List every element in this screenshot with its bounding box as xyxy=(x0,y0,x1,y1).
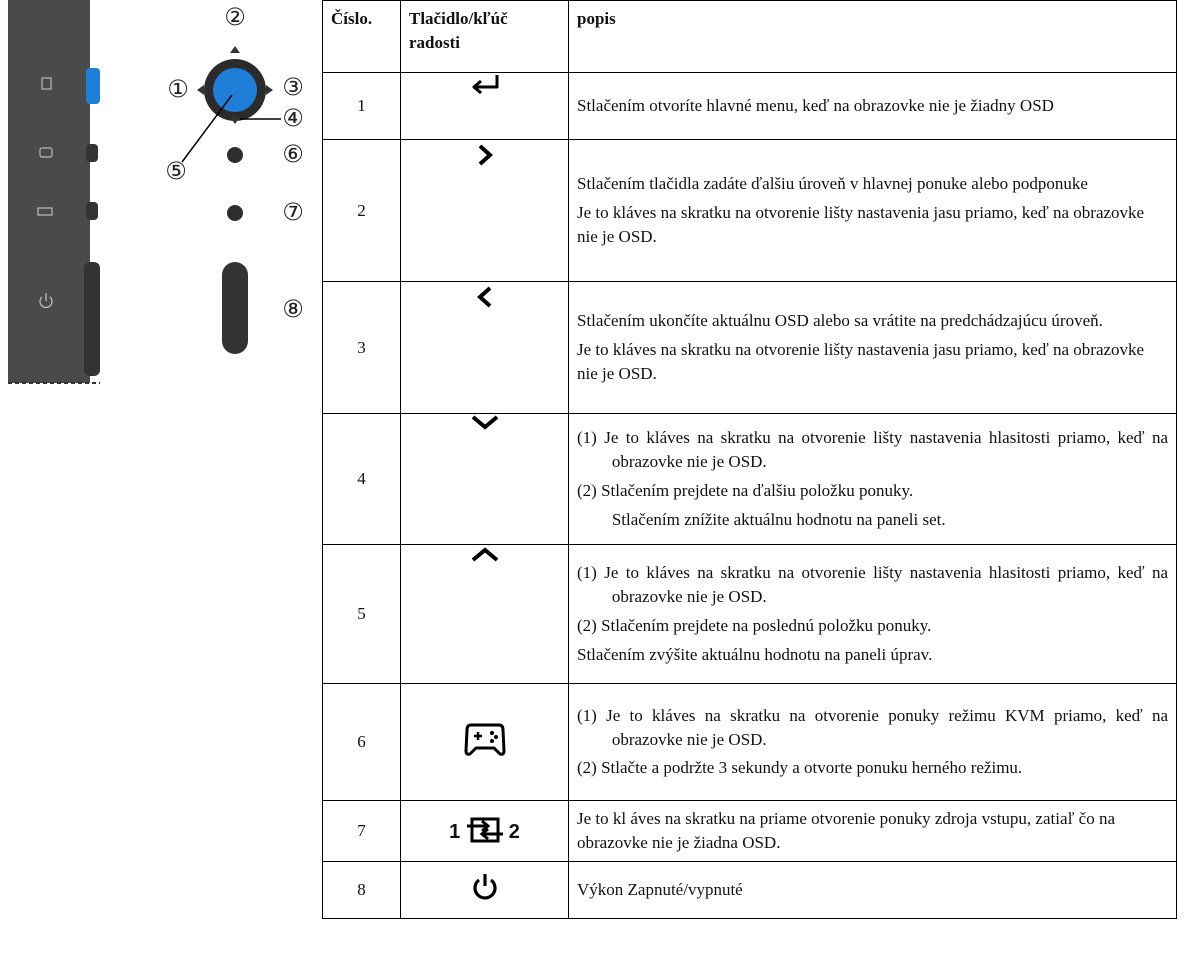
row: 5 (1) Je to kláves na skratku na otvoren… xyxy=(322,544,1177,684)
row: 3 Stlačením ukončíte aktuálnu OSD alebo … xyxy=(322,281,1177,414)
callout: ⑤ xyxy=(165,157,187,185)
power-button xyxy=(222,262,248,354)
text: Stlačením ukončíte aktuálnu OSD alebo sa… xyxy=(577,311,1103,331)
side-button-power xyxy=(84,262,100,376)
input-label: 2 xyxy=(508,820,520,843)
side-button-joystick xyxy=(86,68,100,104)
callout: ④ xyxy=(282,104,304,132)
icon-cell xyxy=(400,413,569,545)
header-cell: Číslo. xyxy=(322,0,401,73)
row: 1 Stlačením otvoríte hlavné menu, keď na… xyxy=(322,72,1177,140)
header-row: Číslo. Tlačidlo/kľúč radosti popis xyxy=(322,0,1177,73)
text: (2) Stlačením prejdete na poslednú polož… xyxy=(577,616,932,635)
icon-cell: 1 2 xyxy=(400,800,569,862)
callout: ③ xyxy=(282,73,304,101)
row: 6 (1) Je to kláves na skratku na otvoren… xyxy=(322,683,1177,801)
number: 3 xyxy=(322,281,401,414)
number: 5 xyxy=(322,544,401,684)
callout: ⑥ xyxy=(282,140,304,168)
text: Je to kláves na skratku na otvorenie liš… xyxy=(577,203,1145,246)
callout: ⑦ xyxy=(282,198,304,226)
number: 6 xyxy=(322,683,401,801)
arrow-up xyxy=(230,46,240,53)
input-switch-icon xyxy=(466,817,503,843)
joystick xyxy=(213,68,257,112)
description: (1) Je to kláves na skratku na otvorenie… xyxy=(568,544,1177,684)
left-icon xyxy=(476,286,491,308)
power-icon xyxy=(472,874,497,900)
menu-icon xyxy=(41,77,52,90)
row: 8 Výkon Zapnuté/vypnuté xyxy=(322,860,1177,919)
side-button xyxy=(86,202,98,220)
enter-icon xyxy=(472,75,498,95)
description: (1) Je to kláves na skratku na otvorenie… xyxy=(568,413,1177,545)
arrow-right xyxy=(266,85,273,95)
gamepad-icon xyxy=(464,723,505,756)
icon-cell xyxy=(400,544,569,684)
number: 8 xyxy=(322,860,401,919)
description: Výkon Zapnuté/vypnuté xyxy=(568,860,1177,919)
text: (1) Je to kláves na skratku na otvorenie… xyxy=(577,705,1168,749)
text: Stlačením znížite aktuálnu hodnotu na pa… xyxy=(611,509,946,529)
description: Je to kl áves na skratku na priame otvor… xyxy=(568,800,1177,862)
arrow-left xyxy=(197,85,204,95)
button-dot xyxy=(227,147,243,163)
input-icon xyxy=(37,207,53,216)
number: 1 xyxy=(322,72,401,140)
description: (1) Je to kláves na skratku na otvorenie… xyxy=(568,683,1177,801)
text: Výkon Zapnuté/vypnuté xyxy=(577,879,743,899)
icon-cell xyxy=(400,683,569,801)
number: 7 xyxy=(322,800,401,862)
icon-cell xyxy=(400,281,569,414)
up-icon xyxy=(471,547,498,562)
text: (1) Je to kláves na skratku na otvorenie… xyxy=(577,563,1168,607)
power-icon xyxy=(39,293,53,309)
button-illustration: ① ② ③ ④ ⑤ ⑥ ⑦ ⑧ xyxy=(8,0,304,384)
callout: ② xyxy=(224,3,246,31)
game-icon xyxy=(39,147,53,158)
number: 2 xyxy=(322,139,401,282)
header-cell: popis xyxy=(568,0,1177,73)
text: (2) Stlačte a podržte 3 sekundy a otvort… xyxy=(577,758,1023,778)
button-dot xyxy=(227,205,243,221)
text: Stlačením zvýšite aktuálnu hodnotu na pa… xyxy=(577,644,933,664)
text: Je to kláves na skratku na otvorenie liš… xyxy=(577,340,1145,383)
icon-cell xyxy=(400,860,569,919)
row: 7 1 2 Je to kl áves na skratku na priame… xyxy=(322,800,1177,862)
icon-cell xyxy=(400,72,569,140)
text: Stlačením otvoríte hlavné menu, keď na o… xyxy=(577,96,1054,116)
side-button xyxy=(86,144,98,162)
row: 4 (1) Je to kláves na skratku na otvoren… xyxy=(322,413,1177,545)
leader-line xyxy=(181,94,233,163)
down-icon xyxy=(471,415,498,430)
monitor-panel xyxy=(8,0,90,383)
input-label: 1 xyxy=(449,820,461,843)
number: 4 xyxy=(322,413,401,545)
header-cell: Tlačidlo/kľúč radosti xyxy=(400,0,569,73)
row: 2 Stlačením tlačidla zadáte ďalšiu úrove… xyxy=(322,139,1177,282)
text: Je to kl áves na skratku na priame otvor… xyxy=(577,809,1115,852)
text: Stlačením tlačidla zadáte ďalšiu úroveň … xyxy=(577,174,1088,194)
description: Stlačením tlačidla zadáte ďalšiu úroveň … xyxy=(568,139,1177,282)
description: Stlačením otvoríte hlavné menu, keď na o… xyxy=(568,72,1177,140)
description: Stlačením ukončíte aktuálnu OSD alebo sa… xyxy=(568,281,1177,414)
right-icon xyxy=(478,144,493,166)
text: (1) Je to kláves na skratku na otvorenie… xyxy=(577,428,1168,472)
text: (2) Stlačením prejdete na ďalšiu položku… xyxy=(577,481,914,500)
arrow-down xyxy=(230,117,240,124)
callout: ⑧ xyxy=(282,295,304,323)
callout: ① xyxy=(167,75,189,103)
button-table: Číslo. Tlačidlo/kľúč radosti popis 1 Stl… xyxy=(322,0,1177,919)
icon-cell xyxy=(400,139,569,282)
